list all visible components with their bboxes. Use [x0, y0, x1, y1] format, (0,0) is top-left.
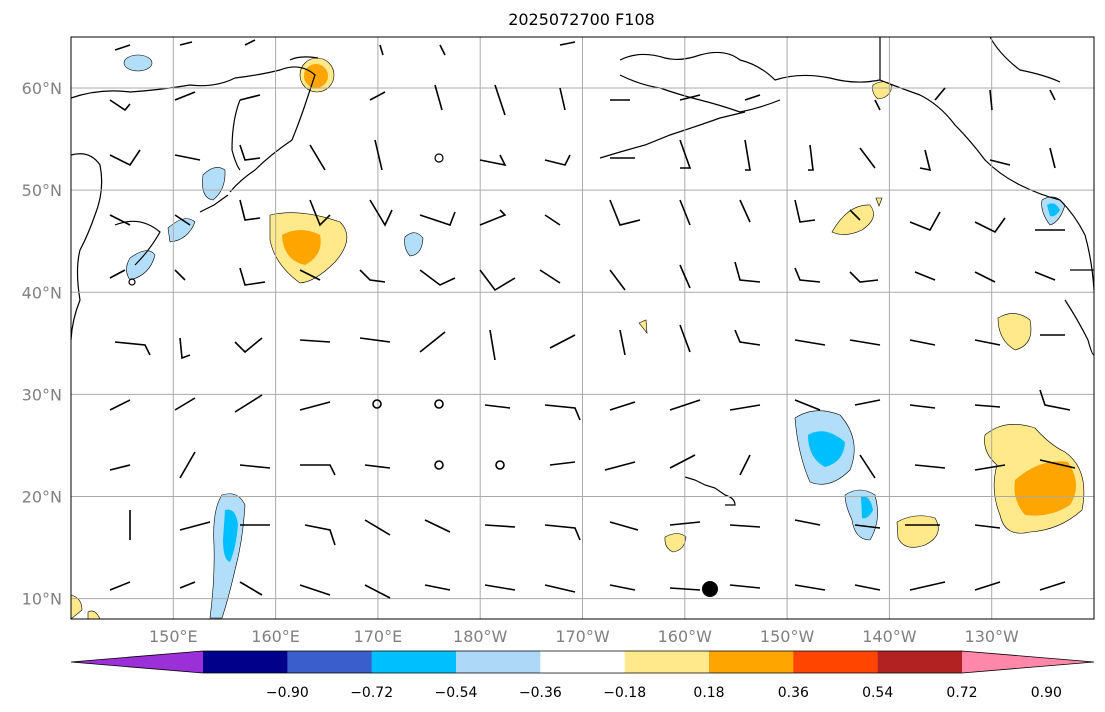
coastline-asia [70, 66, 316, 193]
light-blue-patch [202, 167, 226, 201]
colorbar-tick-label: 0.18 [693, 685, 724, 701]
yellow-patch [70, 594, 83, 620]
longitude-label: 180°W [453, 627, 508, 646]
island [434, 153, 444, 163]
colorbar-tick-labels: −0.90 −0.72 −0.54 −0.36 −0.18 0.18 0.36 0.54 0.7… [266, 685, 1062, 701]
colorbar-tick-label: −0.18 [603, 685, 646, 701]
colorbar-segment [709, 651, 794, 673]
colorbar-tick-label: 0.36 [778, 685, 809, 701]
latitude-labels: 60°N 50°N 40°N 30°N 20°N 10°N [22, 79, 62, 609]
colorbar-segment [456, 651, 541, 673]
light-blue-patch [123, 54, 153, 72]
colorbar-segment [203, 651, 288, 673]
latitude-label: 40°N [22, 283, 62, 302]
colorbar-segment [877, 651, 963, 673]
plot-title: 2025072700 F108 [508, 10, 655, 29]
longitude-labels: 150°E 160°E 170°E 180°W 170°W 160°W 150°W 140°W… [149, 627, 1019, 646]
coastline-us-west [1064, 299, 1095, 356]
latitude-label: 50°N [22, 181, 62, 200]
orange-patch [304, 64, 328, 88]
yellow-patch [997, 313, 1032, 351]
colorbar [70, 650, 1095, 674]
colorbar-segment [287, 651, 373, 673]
latitude-label: 30°N [22, 385, 62, 404]
orange-patch [1014, 461, 1077, 516]
calm-wind-marker [495, 460, 505, 470]
colorbar-tick-label: −0.36 [519, 685, 562, 701]
coastline-kuril [199, 194, 229, 213]
colorbar-outline [70, 650, 1095, 674]
island [128, 278, 136, 286]
map-frame [70, 36, 1095, 620]
latitude-label: 60°N [22, 79, 62, 98]
orange-patch [282, 230, 321, 265]
blue-patch [861, 496, 873, 519]
coastline-aleutians [599, 111, 746, 159]
longitude-label: 170°E [354, 627, 403, 646]
colorbar-tick-label: −0.90 [266, 685, 309, 701]
colorbar-segment [624, 651, 710, 673]
coastline-canada [989, 36, 1061, 83]
yellow-patch [638, 319, 648, 334]
longitude-label: 140°W [862, 627, 917, 646]
longitude-label: 160°W [658, 627, 713, 646]
colorbar-segment [793, 651, 879, 673]
colorbar-tick-label: 0.72 [946, 685, 977, 701]
calm-wind-marker [434, 460, 444, 470]
longitude-label: 160°E [251, 627, 300, 646]
tropical-cyclone-marker [702, 581, 718, 597]
longitude-label: 150°W [760, 627, 815, 646]
yellow-patch [831, 204, 874, 235]
yellow-patch [896, 515, 939, 548]
light-blue-patch [404, 232, 424, 257]
blue-patch [223, 509, 238, 562]
coastline-alaska [619, 74, 781, 113]
longitude-label: 170°W [555, 627, 610, 646]
wind-barbs [109, 39, 1076, 599]
calm-wind-marker [372, 399, 382, 409]
blue-patch [1047, 203, 1060, 217]
map-gridlines [71, 37, 1094, 619]
latitude-label: 20°N [22, 487, 62, 506]
blue-patch [808, 431, 845, 467]
coastline-asia [231, 99, 241, 171]
light-blue-patch [126, 250, 156, 281]
colorbar-segment [371, 651, 457, 673]
yellow-patch [664, 533, 687, 553]
latitude-label: 10°N [22, 590, 62, 609]
calm-wind-marker [434, 399, 444, 409]
coastline-asia [70, 153, 103, 341]
colorbar-tick-label: −0.72 [350, 685, 393, 701]
coastline-asia [289, 56, 319, 61]
colorbar-extend-min [71, 651, 203, 673]
longitude-label: 130°W [965, 627, 1020, 646]
coastline-japan [114, 220, 161, 266]
colorbar-extend-max [962, 651, 1094, 673]
longitude-label: 150°E [149, 627, 198, 646]
colorbar-tick-label: 0.54 [862, 685, 893, 701]
colorbar-segment [540, 651, 626, 673]
coastlines [70, 36, 1095, 506]
colorbar-tick-label: 0.90 [1031, 685, 1062, 701]
yellow-patch [875, 197, 883, 207]
colorbar-tick-label: −0.54 [435, 685, 478, 701]
island-hawaii [684, 476, 736, 506]
